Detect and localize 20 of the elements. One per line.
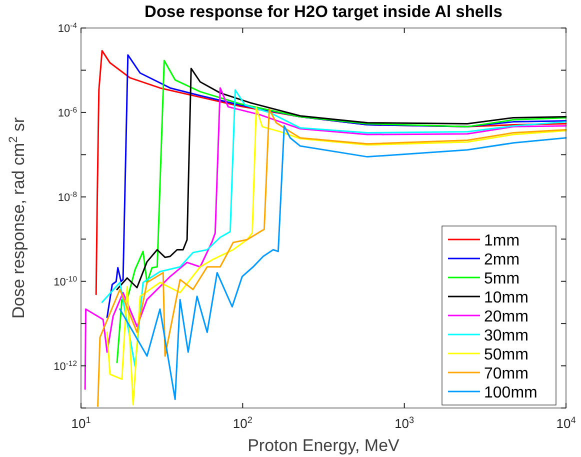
legend-label: 100mm [484,384,538,402]
legend-label: 5mm [484,270,520,288]
legend-label: 2mm [484,252,520,268]
x-tick-label: 10$^{3}$ [394,415,414,431]
legend-label: 50mm [484,346,528,364]
x-axis-title: Proton Energy, MeV [248,436,400,455]
chart-title: Dose response for H2O target inside Al shells [144,3,502,21]
y-tick-label: 10$^{-6}$ [58,104,77,120]
x-tick-label: 10$^{1}$ [71,415,91,431]
y-tick-label: 10$^{-8}$ [58,189,77,204]
legend-label: 20mm [484,308,528,326]
legend-label: 1mm [484,232,520,250]
y-tick-label: 10$^{-12}$ [54,358,77,373]
y-tick-label: 10$^{-10}$ [54,274,77,288]
legend-label: 10mm [484,290,528,306]
x-tick-label: 10$^{2}$ [232,415,252,431]
legend-label: 30mm [484,328,528,344]
legend-label: 70mm [484,366,528,382]
x-tick-label: 10$^{4}$ [556,415,576,431]
y-tick-label: 10$^{-4}$ [58,20,78,35]
